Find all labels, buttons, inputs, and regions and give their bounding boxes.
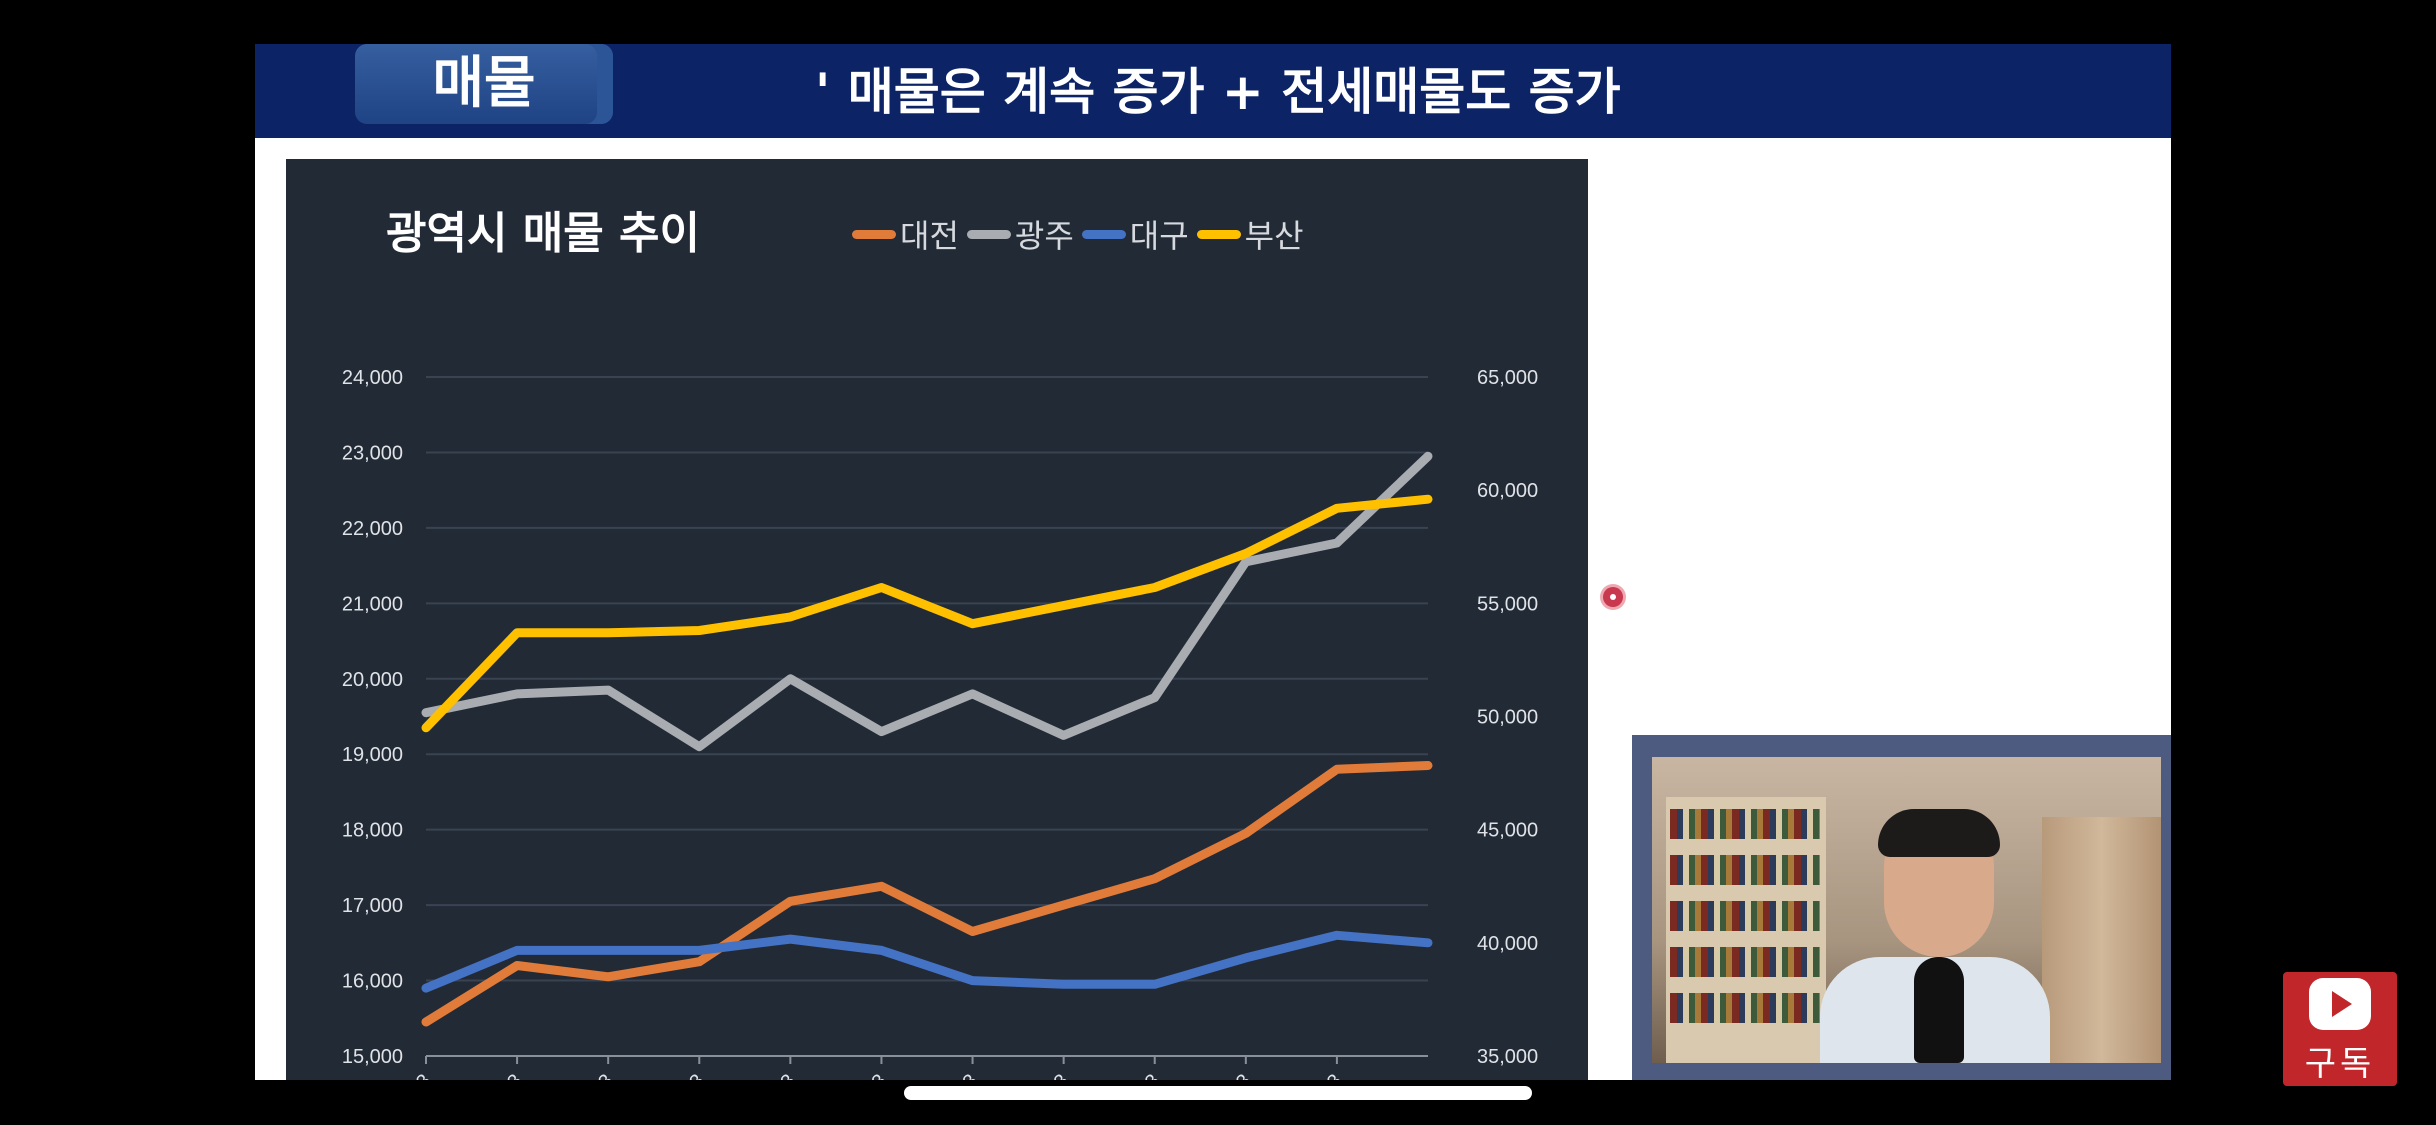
legend-swatch (852, 229, 896, 239)
home-indicator[interactable] (904, 1086, 1532, 1100)
series-line-대전 (421, 761, 1433, 1027)
x-tick-label: 2024-11-03 (1260, 1070, 1347, 1080)
y-left-tick-label: 23,000 (342, 442, 403, 464)
legend-label: 대전 (900, 217, 959, 255)
line-chart: 24,000 23,000 22,000 21,000 20,000 19,000 18,0… (342, 367, 1538, 1080)
slide-title: ' 매물은 계속 증가 + 전세매물도 증가 (815, 63, 1621, 121)
legend-item-daejeon: 대전 (852, 211, 959, 257)
series-line-부산 (421, 494, 1433, 733)
legend-label: 부산 (1244, 217, 1304, 255)
legend-item-gwangju: 광주 (966, 211, 1074, 257)
microphone (1914, 957, 1964, 1063)
x-tick-label: 2024-10-03 (1167, 1070, 1255, 1080)
y-right-tick-label: 40,000 (1477, 933, 1538, 955)
book-row (1670, 901, 1820, 931)
x-tick-label: 2024-09-03 (1076, 1070, 1164, 1080)
chart-legend: 대전 광주 대구 부산 (852, 211, 1312, 257)
legend-swatch (1196, 229, 1241, 239)
legend-swatch (1081, 229, 1126, 239)
x-tick-label: 2024-03-03 (530, 1070, 618, 1080)
y-right-tick-label: 45,000 (1477, 820, 1538, 842)
y-left-tick-label: 15,000 (342, 1046, 403, 1068)
y-left-tick-label: 18,000 (342, 820, 403, 842)
curtain (2042, 817, 2161, 1063)
subscribe-button[interactable]: 구독 (2283, 972, 2397, 1086)
chart-title: 광역시 매물 추이 (386, 208, 700, 259)
series-line-대구 (421, 930, 1433, 993)
pointer-dot (1603, 587, 1623, 607)
x-tick-label: 2024-07-03 (894, 1070, 982, 1080)
y-left-tick-label: 17,000 (342, 895, 403, 917)
legend-swatch (966, 229, 1011, 239)
youtube-play-icon (2309, 978, 2371, 1030)
y-left-tick-label: 19,000 (342, 744, 403, 766)
legend-item-busan: 부산 (1196, 211, 1304, 257)
y-left-tick-label: 20,000 (342, 669, 403, 691)
y-right-tick-label: 55,000 (1477, 593, 1538, 615)
y-right-tick-label: 60,000 (1477, 480, 1538, 502)
y-left-tick-label: 24,000 (342, 367, 403, 389)
subscribe-label: 구독 (2304, 1044, 2376, 1084)
section-tab: 매물 (355, 44, 613, 124)
x-tick-label: 2024-06-03 (803, 1070, 891, 1080)
y-right-tick-label: 35,000 (1477, 1046, 1538, 1068)
presentation-slide: 매물 ' 매물은 계속 증가 + 전세매물도 증가 24,000 23,000 22… (255, 44, 2171, 1080)
x-tick-label: 2024-08-03 (985, 1070, 1073, 1080)
slide-header-bar: 매물 ' 매물은 계속 증가 + 전세매물도 증가 (255, 44, 2171, 138)
y-left-tick-label: 16,000 (342, 971, 403, 993)
book-row (1670, 993, 1820, 1023)
chart-panel: 24,000 23,000 22,000 21,000 20,000 19,000 18,0… (286, 159, 1588, 1080)
x-tick-label: 2024-01-03 (348, 1070, 436, 1080)
y-left-tick-label: 21,000 (342, 593, 403, 615)
legend-label: 광주 (1014, 217, 1074, 255)
y-right-tick-label: 50,000 (1477, 707, 1538, 729)
legend-label: 대구 (1129, 217, 1189, 255)
y-right-tick-label: 65,000 (1477, 367, 1538, 389)
book-row (1670, 947, 1820, 977)
book-row (1670, 809, 1820, 839)
x-tick-label: 2024-05-03 (712, 1070, 800, 1080)
presenter-video-overlay (1632, 735, 2171, 1080)
book-row (1670, 855, 1820, 885)
x-tick-label: 2024-02-03 (439, 1070, 527, 1080)
x-tick-label: 2024-04-03 (621, 1070, 709, 1080)
y-left-tick-label: 22,000 (342, 518, 403, 540)
series-line-광주 (421, 451, 1433, 752)
legend-item-daegu: 대구 (1081, 211, 1189, 257)
presenter-video (1652, 757, 2161, 1063)
presenter-hair (1878, 809, 2000, 857)
